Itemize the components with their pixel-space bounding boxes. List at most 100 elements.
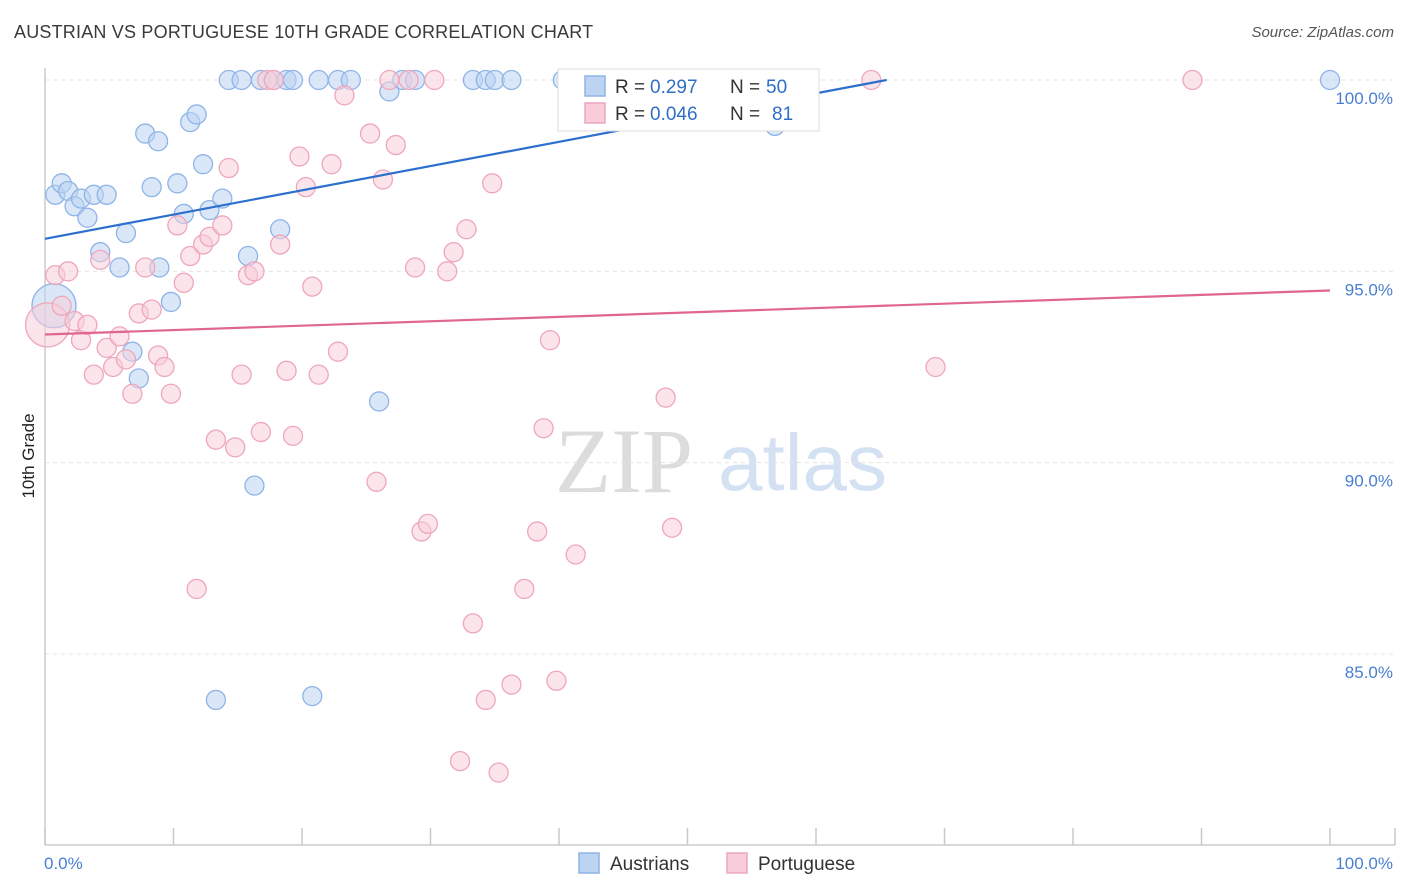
- point-portuguese-36: [270, 234, 291, 255]
- legend-r-value-austrians: 0.297: [650, 77, 698, 98]
- bottom-legend-swatch-portuguese: [726, 852, 748, 874]
- point-portuguese-54: [417, 513, 439, 535]
- point-portuguese-49: [379, 69, 400, 91]
- point-portuguese-32: [244, 261, 265, 282]
- legend-r-label-austrians: R =: [615, 77, 645, 98]
- y-tick-label-2: 90.0%: [1345, 472, 1393, 491]
- point-austrians-28: [231, 69, 252, 91]
- point-portuguese-7: [83, 364, 104, 385]
- point-portuguese-68: [539, 330, 561, 351]
- point-portuguese-66: [527, 521, 548, 542]
- point-portuguese-61: [475, 689, 496, 711]
- point-portuguese-12: [115, 349, 137, 370]
- point-austrians-15: [141, 176, 162, 198]
- point-portuguese-57: [443, 242, 464, 263]
- legend-n-label-portuguese: N =: [730, 104, 760, 125]
- point-portuguese-59: [456, 219, 477, 240]
- axes: [44, 68, 1395, 846]
- point-portuguese-20: [167, 215, 188, 236]
- point-portuguese-37: [276, 360, 297, 381]
- point-austrians-23: [192, 154, 214, 175]
- point-portuguese-21: [173, 272, 194, 293]
- x-tick-label-max: 100.0%: [1335, 854, 1393, 873]
- point-portuguese-45: [334, 85, 355, 106]
- watermark-zip: ZIP: [555, 410, 693, 512]
- point-austrians-16: [147, 131, 169, 152]
- point-portuguese-13: [122, 383, 143, 404]
- point-portuguese-65: [514, 578, 535, 600]
- point-portuguese-62: [482, 173, 503, 194]
- legend-swatch-portuguese: [584, 102, 606, 124]
- point-austrians-25: [205, 689, 227, 711]
- point-portuguese-75: [1182, 69, 1203, 91]
- point-portuguese-60: [462, 613, 484, 634]
- point-portuguese-33: [250, 421, 272, 443]
- point-portuguese-27: [212, 215, 233, 236]
- legend-n-value-portuguese: 81: [772, 104, 793, 125]
- point-austrians-30: [244, 475, 265, 496]
- point-portuguese-40: [295, 176, 317, 198]
- point-portuguese-55: [424, 69, 445, 91]
- point-portuguese-51: [398, 69, 419, 91]
- watermark: ZIP atlas: [555, 410, 887, 512]
- point-portuguese-42: [308, 364, 329, 385]
- point-portuguese-39: [289, 146, 310, 167]
- point-portuguese-63: [488, 762, 509, 783]
- point-austrians-18: [160, 291, 182, 313]
- point-portuguese-73: [861, 69, 882, 91]
- point-portuguese-52: [404, 257, 426, 278]
- x-ticks: [44, 828, 1396, 845]
- point-portuguese-26: [205, 429, 227, 450]
- point-portuguese-71: [655, 387, 676, 408]
- point-portuguese-58: [449, 750, 471, 772]
- y-tick-label-0: 100.0%: [1335, 89, 1393, 108]
- point-austrians-35: [282, 69, 304, 91]
- point-portuguese-72: [661, 517, 683, 538]
- point-portuguese-35: [263, 69, 284, 91]
- point-portuguese-3: [57, 261, 79, 282]
- point-portuguese-15: [135, 257, 156, 278]
- point-portuguese-16: [141, 299, 162, 320]
- point-austrians-37: [308, 69, 329, 91]
- point-portuguese-30: [231, 364, 252, 385]
- point-portuguese-44: [327, 341, 349, 362]
- y-tick-label-3: 85.0%: [1345, 663, 1393, 682]
- point-portuguese-41: [302, 276, 323, 297]
- y-tick-label-1: 95.0%: [1345, 280, 1393, 299]
- point-portuguese-23: [186, 578, 207, 600]
- point-portuguese-8: [90, 249, 111, 271]
- point-austrians-47: [501, 69, 522, 91]
- x-tick-label-min: 0.0%: [44, 854, 83, 873]
- point-austrians-36: [302, 685, 323, 707]
- legend-r-value-portuguese: 0.046: [650, 104, 698, 125]
- point-portuguese-25: [199, 226, 220, 248]
- point-portuguese-2: [51, 295, 72, 316]
- point-portuguese-29: [225, 437, 246, 458]
- bottom-legend-label-austrians: Austrians: [610, 854, 689, 875]
- point-portuguese-6: [77, 314, 98, 336]
- point-portuguese-43: [321, 154, 342, 175]
- point-portuguese-70: [565, 544, 586, 565]
- y-axis-label: 10th Grade: [19, 413, 38, 498]
- legend-swatch-austrians: [584, 75, 606, 97]
- point-austrians-10: [109, 257, 130, 278]
- legend-r-label-portuguese: R =: [615, 104, 645, 125]
- point-austrians-52: [1319, 69, 1341, 91]
- chart-source: Source: ZipAtlas.com: [1251, 24, 1394, 41]
- point-portuguese-38: [282, 425, 304, 447]
- point-portuguese-69: [546, 670, 567, 691]
- point-portuguese-22: [180, 245, 201, 267]
- legend-n-value-austrians: 50: [766, 77, 787, 98]
- stats-legend: R = 0.297 N = 50 R = 0.046 N = 81: [557, 68, 820, 132]
- point-portuguese-18: [154, 356, 175, 378]
- trend-line-portuguese: [44, 289, 1331, 336]
- point-austrians-11: [115, 222, 137, 244]
- point-portuguese-50: [385, 134, 406, 156]
- series-legend: Austrians Portuguese: [578, 852, 855, 875]
- bottom-legend-swatch-austrians: [578, 852, 600, 874]
- legend-n-label-austrians: N =: [730, 77, 760, 98]
- y-tick-labels: 100.0% 95.0% 90.0% 85.0%: [1335, 89, 1393, 682]
- point-portuguese-67: [533, 418, 554, 439]
- point-portuguese-19: [160, 383, 182, 404]
